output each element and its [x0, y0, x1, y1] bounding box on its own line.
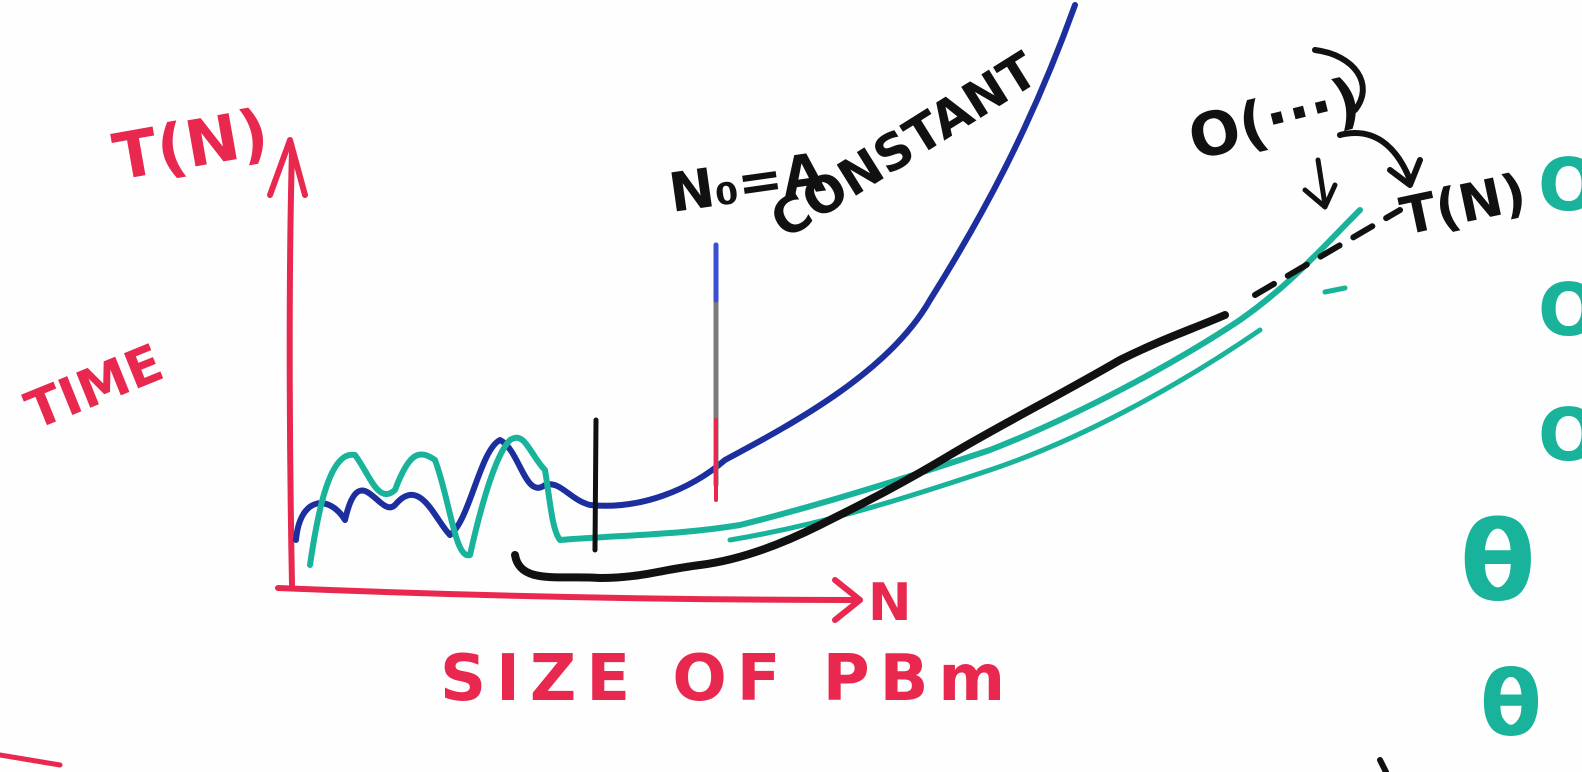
- x-axis-arrowhead: [832, 577, 863, 623]
- margin-letters: O O O θ θ: [1460, 143, 1582, 757]
- y-axis-label: T(N): [108, 96, 274, 196]
- big-o-down-arrow: [1302, 157, 1338, 210]
- y-axis-title: TIME: [17, 333, 171, 442]
- x-axis: [275, 585, 858, 603]
- y-axis-arrowhead: [267, 137, 308, 198]
- black-curve: [511, 311, 1229, 583]
- n0-black-tick: [592, 417, 599, 553]
- margin-letter: θ: [1480, 652, 1542, 757]
- big-o-label: O(···): [1182, 64, 1368, 174]
- red-bottom-stroke: [0, 752, 63, 768]
- margin-letter: θ: [1460, 498, 1536, 626]
- black-dashed-extension: [1252, 207, 1403, 298]
- x-axis-title: SIZE OF PBm: [440, 642, 1015, 716]
- margin-letter: O: [1538, 268, 1582, 352]
- big-o-bracket: [1312, 47, 1366, 113]
- y-axis: [286, 147, 295, 588]
- margin-letter: O: [1538, 393, 1582, 477]
- margin-letter: O: [1538, 143, 1582, 227]
- teal-curve-upper: [307, 207, 1363, 568]
- big-o-arrowhead: [1387, 157, 1423, 188]
- teal-curve-lower-end: [1322, 285, 1348, 295]
- big-o-arrow: [1337, 130, 1413, 183]
- teal-curve-lower: [727, 327, 1263, 543]
- x-axis-label: N: [868, 573, 912, 633]
- black-bottom-mark: [1377, 757, 1389, 772]
